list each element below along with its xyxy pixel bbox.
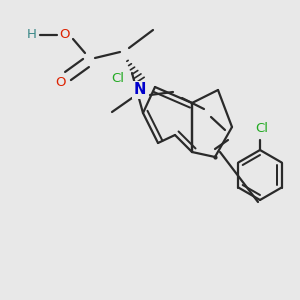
Text: Cl: Cl: [256, 122, 268, 134]
Text: O: O: [60, 28, 70, 41]
Text: N: N: [134, 82, 146, 98]
Text: H: H: [27, 28, 37, 41]
Text: Cl: Cl: [112, 71, 124, 85]
Text: O: O: [55, 76, 65, 88]
